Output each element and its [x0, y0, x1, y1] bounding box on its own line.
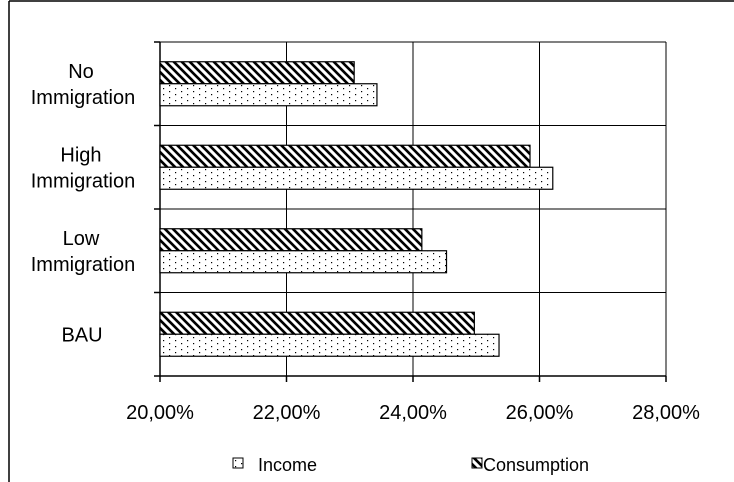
category-label: High: [60, 144, 101, 166]
x-tick-label: 24,00%: [379, 402, 447, 424]
legend-label-income: Income: [258, 455, 317, 475]
x-tick-label: 22,00%: [253, 402, 321, 424]
category-labels: No Immigration High Immigration Low Immigrati…: [31, 61, 135, 347]
x-axis-ticks: 20,00% 22,00% 24,00% 26,00% 28,00%: [126, 376, 700, 424]
legend: Income Consumption: [232, 455, 589, 475]
bar-income-3: [159, 333, 500, 357]
bar-income-1: [159, 166, 554, 190]
category-label: Low: [63, 228, 100, 250]
category-label: No: [68, 61, 94, 83]
legend-swatch-consumption: [471, 457, 483, 469]
x-tick-label: 26,00%: [506, 402, 574, 424]
category-label: Immigration: [31, 170, 135, 192]
y-axis-ticks: [154, 41, 160, 377]
category-label: Immigration: [31, 254, 135, 276]
category-label: BAU: [61, 324, 102, 346]
bar-consumption-2: [159, 228, 423, 252]
bar-income-2: [159, 250, 448, 274]
bar-income-0: [159, 83, 378, 107]
category-label: Immigration: [31, 87, 135, 109]
x-tick-label: 20,00%: [126, 402, 194, 424]
bars: [159, 61, 554, 357]
bar-consumption-1: [159, 144, 531, 168]
legend-swatch-income: [232, 457, 244, 469]
bar-consumption-0: [159, 61, 355, 85]
legend-label-consumption: Consumption: [483, 455, 589, 475]
x-tick-label: 28,00%: [632, 402, 700, 424]
bar-consumption-3: [159, 311, 475, 335]
